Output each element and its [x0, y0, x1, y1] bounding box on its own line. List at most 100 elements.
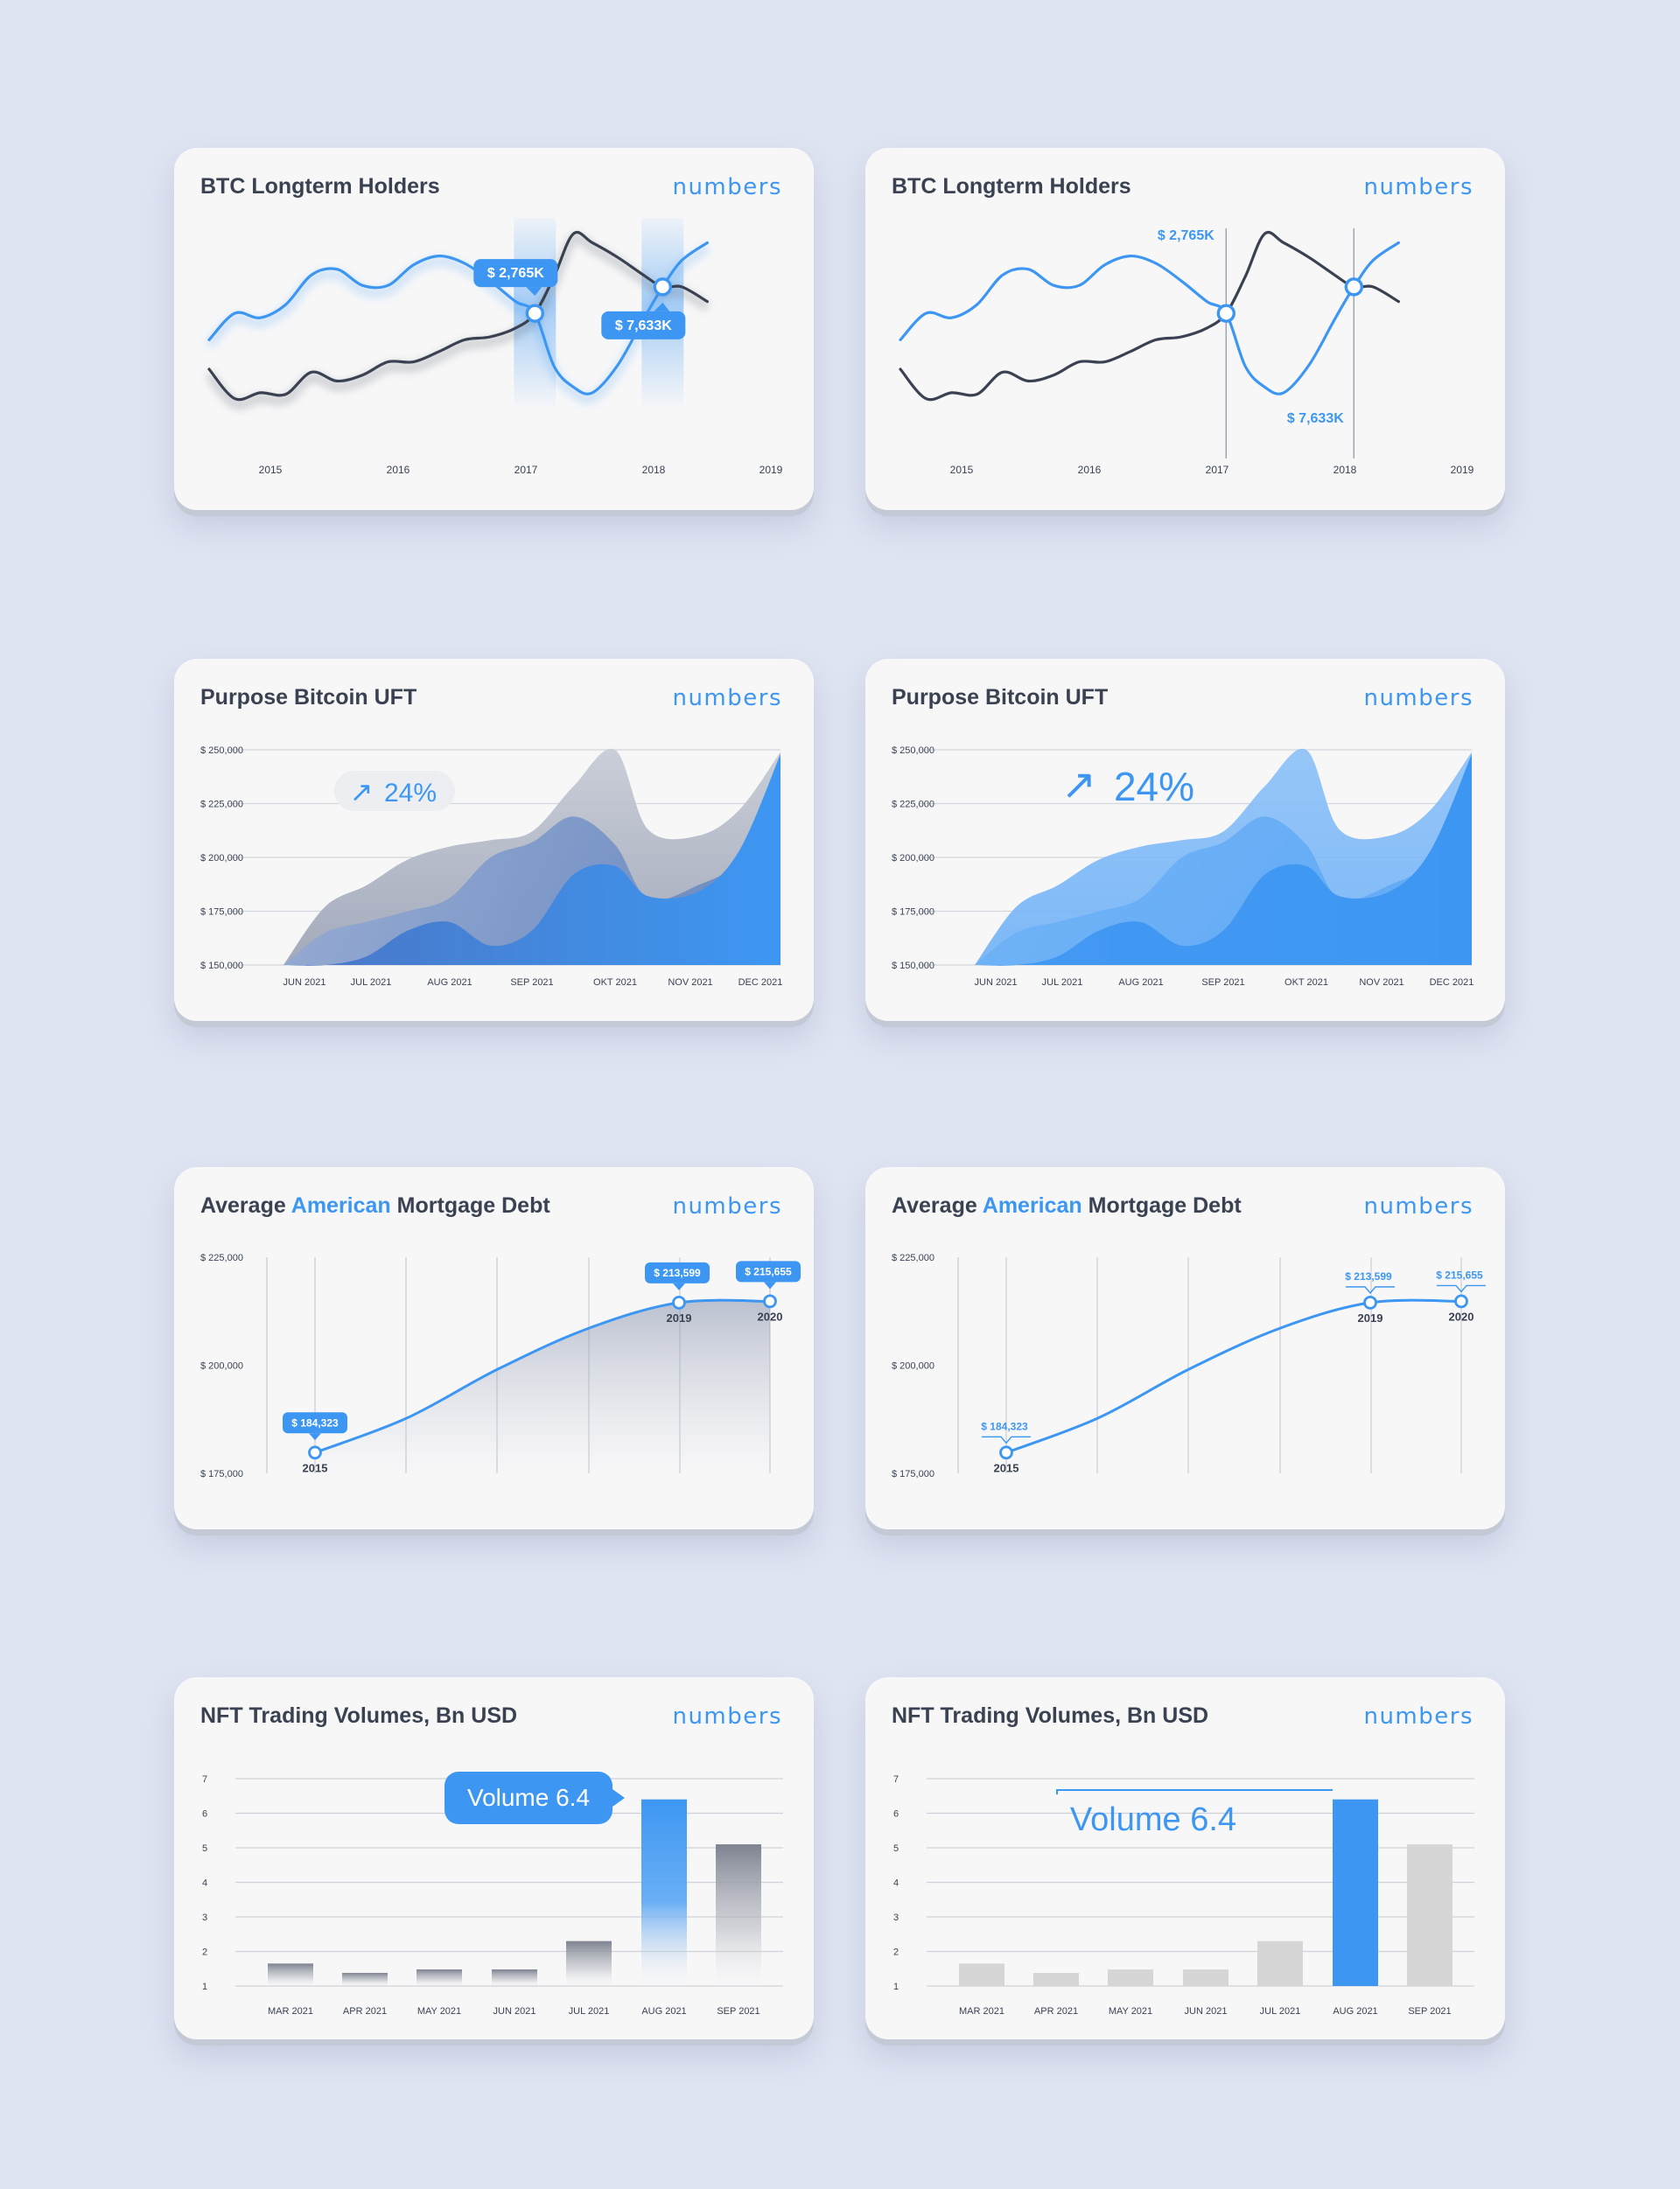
numbers-logo: numbers	[672, 685, 782, 711]
x-tick-label: 2015	[950, 464, 974, 476]
bar-may-2021	[1108, 1969, 1153, 1986]
y-tick-label: $ 200,000	[892, 853, 934, 864]
x-tick-label: JUN 2021	[1185, 2006, 1228, 2017]
callout-pointer	[526, 287, 542, 297]
annotation-label: Volume 6.4	[1070, 1801, 1236, 1838]
btc-line-chart: $ 2,765K $ 7,633K 2015 2016 2017 2018 2019	[206, 218, 783, 476]
trend-line	[314, 1298, 771, 1454]
x-tick-label: 2016	[387, 464, 410, 476]
growth-percent: 24%	[384, 779, 437, 808]
y-tick-label: $ 225,000	[200, 1253, 243, 1263]
annotation-bubble	[444, 1772, 612, 1824]
nft-chart-card-gradient: NFT Trading Volumes, Bn USD numbers 1 2 3 4…	[174, 1677, 814, 2039]
y-tick-label: 3	[893, 1913, 899, 1923]
y-tick-label: $ 175,000	[892, 1469, 934, 1479]
x-tick-label: DEC 2021	[1430, 977, 1474, 988]
y-tick-label: 2	[893, 1948, 899, 1958]
year-label: 2019	[1358, 1311, 1383, 1325]
annotation-pointer	[612, 1789, 625, 1807]
bar-mar-2021	[959, 1963, 1004, 1986]
crossing-point	[525, 304, 544, 323]
series-line-glow	[206, 234, 710, 409]
x-tick-label: DEC 2021	[738, 977, 783, 988]
value-pill	[283, 1412, 347, 1434]
chart-title: BTC Longterm Holders	[892, 174, 1131, 199]
x-tick-label: 2018	[642, 464, 666, 476]
chart-title: NFT Trading Volumes, Bn USD	[892, 1703, 1209, 1728]
y-tick-label: $ 150,000	[892, 961, 934, 971]
x-tick-label: NOV 2021	[1359, 977, 1404, 988]
callout-label: $ 7,633K	[615, 318, 672, 333]
bar-jul-2021	[566, 1941, 612, 1986]
callout-pointer	[654, 302, 670, 311]
data-point	[1363, 1295, 1377, 1310]
bar-jul-2021	[1257, 1941, 1303, 1986]
x-tick-label: JUL 2021	[569, 2006, 610, 2017]
x-tick-label: OKT 2021	[1284, 977, 1328, 988]
bar-aug-2021	[1333, 1799, 1378, 1986]
value-bracket	[982, 1436, 1031, 1444]
growth-percent: 24%	[1114, 764, 1194, 809]
x-tick-label: SEP 2021	[510, 977, 553, 988]
uft-area-chart: $ 150,000 $ 175,000 $ 200,000 $ 225,000 $ 25…	[200, 745, 783, 988]
y-tick-label: $ 225,000	[200, 800, 243, 810]
annotation-label: Volume 6.4	[467, 1784, 590, 1811]
pill-pointer	[673, 1283, 685, 1290]
data-point	[308, 1445, 322, 1460]
callout-label: $ 2,765K	[1158, 228, 1214, 243]
y-tick-label: 6	[893, 1809, 899, 1820]
year-label: 2015	[994, 1461, 1019, 1474]
mortgage-line-chart: $ 175,000 $ 200,000 $ 225,000 2015 $ 184,323…	[200, 1253, 801, 1479]
numbers-logo: numbers	[672, 1193, 782, 1220]
value-bracket	[1346, 1286, 1395, 1294]
pill-pointer	[309, 1433, 321, 1441]
y-tick-label: 5	[893, 1843, 899, 1854]
bar-aug-2021	[641, 1799, 687, 1986]
series-line-dark	[899, 231, 1400, 402]
btc-chart-card-glow: BTC Longterm Holders numbers $ 2,765K $ 7…	[174, 148, 814, 510]
x-tick-label: 2019	[760, 464, 783, 476]
callout-label: $ 7,633K	[1287, 411, 1344, 426]
crossing-point	[653, 277, 672, 297]
crossing-point	[1216, 304, 1236, 323]
area-series	[284, 753, 780, 966]
nft-bar-chart: 1 2 3 4 5 6 7 MAR 2021 APR 2021 MAY 2021 JUN 2021 J…	[893, 1774, 1474, 2017]
bar-mar-2021	[268, 1963, 313, 1986]
value-label: $ 184,323	[291, 1416, 339, 1429]
uft-chart-card-grey: Purpose Bitcoin UFT numbers $ 150,000 $ 1…	[174, 659, 814, 1021]
year-label: 2019	[667, 1311, 692, 1325]
value-label: $ 215,655	[745, 1265, 792, 1277]
chart-title: Purpose Bitcoin UFT	[200, 685, 417, 710]
numbers-logo: numbers	[1363, 174, 1474, 200]
bar-apr-2021	[1033, 1972, 1079, 1986]
y-tick-label: 7	[893, 1774, 899, 1785]
numbers-logo: numbers	[672, 1703, 782, 1730]
x-tick-label: OKT 2021	[593, 977, 637, 988]
y-tick-label: 7	[202, 1774, 207, 1785]
value-label: $ 213,599	[654, 1267, 701, 1279]
x-tick-label: 2017	[1206, 464, 1229, 476]
x-tick-label: SEP 2021	[1201, 977, 1244, 988]
value-label: $ 213,599	[1345, 1270, 1392, 1283]
x-tick-label: 2017	[514, 464, 538, 476]
area-shadow	[315, 1300, 770, 1473]
year-label: 2020	[758, 1310, 783, 1323]
y-tick-label: 1	[893, 1982, 899, 1992]
y-tick-label: $ 225,000	[892, 800, 934, 810]
callout-label: $ 2,765K	[487, 266, 544, 281]
trend-line	[1005, 1298, 1462, 1454]
x-tick-label: AUG 2021	[641, 2006, 686, 2017]
y-tick-label: $ 250,000	[200, 745, 243, 756]
area-series	[975, 753, 1472, 966]
y-tick-label: $ 150,000	[200, 961, 243, 971]
y-tick-label: $ 225,000	[892, 1253, 934, 1263]
y-tick-label: 5	[202, 1843, 207, 1854]
bar-jun-2021	[492, 1969, 537, 1986]
chart-title: Average American Mortgage Debt	[892, 1193, 1242, 1218]
y-tick-label: $ 175,000	[200, 907, 243, 918]
mortgage-chart-card-pill: Average American Mortgage Debt numbers $…	[174, 1167, 814, 1529]
mortgage-line-chart: $ 175,000 $ 200,000 $ 225,000 2015 $ 184,323…	[892, 1253, 1486, 1479]
x-tick-label: AUG 2021	[1118, 977, 1163, 988]
pill-pointer	[764, 1282, 776, 1290]
numbers-logo: numbers	[672, 174, 782, 200]
